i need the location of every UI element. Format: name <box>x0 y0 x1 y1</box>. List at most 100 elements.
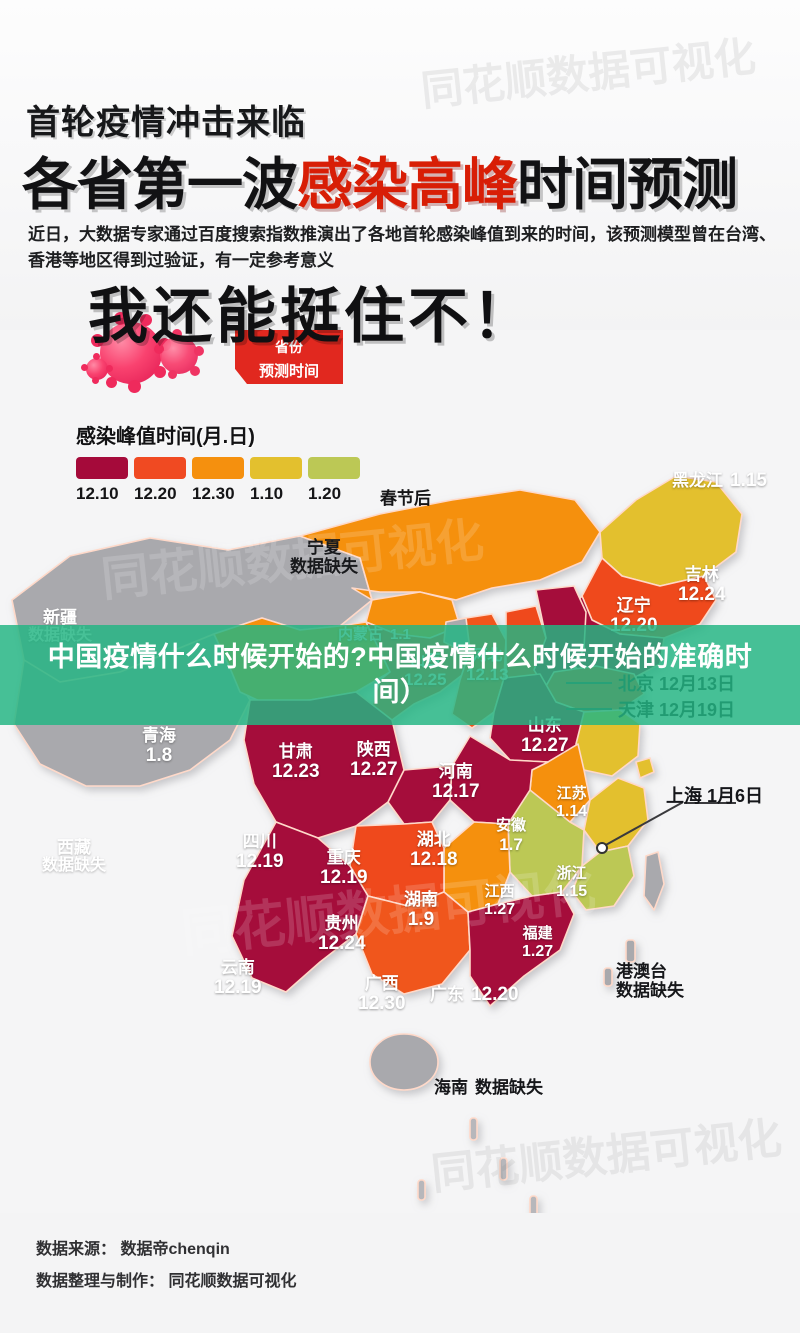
label-name: 西藏 <box>57 838 91 857</box>
map-label-yunnan: 云南 12.19 <box>214 958 262 998</box>
label-value: 1.7 <box>499 834 523 854</box>
label-value: 1.27 <box>484 900 516 918</box>
label-name: 贵州 <box>324 914 359 933</box>
label-name: 广西 <box>364 974 399 993</box>
label-name: 辽宁 <box>616 596 651 615</box>
label-value: 12.20 <box>471 984 519 1005</box>
label-name: 新疆 <box>43 608 77 627</box>
legend-label-2: 12.30 <box>192 484 235 503</box>
map-label-guangdong: 广东 12.20 <box>430 984 519 1005</box>
legend-swatch-3 <box>250 457 302 479</box>
legend-swatches <box>76 457 431 479</box>
label-value: 数据缺失 <box>42 857 107 875</box>
label-value: 12.24 <box>678 584 726 606</box>
region-taiwan <box>643 851 665 911</box>
deck-paragraph: 近日，大数据专家通过百度搜索指数推演出了各地首轮感染峰值到来的时间，该预测模型曾… <box>28 225 776 270</box>
label-name: 云南 <box>220 958 255 977</box>
label-value: 数据缺失 <box>475 1078 543 1097</box>
legend-label-1: 12.20 <box>134 484 177 503</box>
label-value: 12.27 <box>350 759 398 781</box>
legend-swatch-0 <box>76 457 128 479</box>
label-value: 12.17 <box>432 781 480 803</box>
label-name: 重庆 <box>326 848 361 867</box>
label-value: 数据缺失 <box>616 981 684 1001</box>
badge-line-1: 省份 <box>275 339 303 355</box>
label-name: 甘肃 <box>278 742 313 761</box>
callout-value: 1月6日 <box>707 786 764 806</box>
label-value: 12.19 <box>320 867 368 889</box>
map-label-gansu: 甘肃 12.23 <box>272 742 320 782</box>
kicker-text: 首轮疫情冲击来临 <box>26 104 306 142</box>
label-value: 12.24 <box>318 933 366 955</box>
map-label-ningxia: 宁夏 数据缺失 <box>290 538 358 576</box>
label-value: 1.15 <box>556 882 588 900</box>
label-value: 12.27 <box>521 735 569 757</box>
label-name: 福建 <box>522 925 553 942</box>
map-label-jilin: 吉林 12.24 <box>678 565 726 605</box>
title-highlight: 感染高峰 <box>297 153 518 216</box>
region-guangxi <box>355 891 471 995</box>
map-label-tibet: 西藏 数据缺失 <box>42 838 106 875</box>
map-label-hubei: 湖北 12.18 <box>410 830 458 870</box>
label-name: 浙江 <box>556 865 587 882</box>
legend-label-after: 春节后 <box>380 489 431 508</box>
title-part-2: 时间预测 <box>517 153 738 216</box>
map-label-hk-macau-taiwan: 港澳台 数据缺失 <box>616 962 684 1000</box>
south-sea-dash-1 <box>469 1117 478 1141</box>
callout-shanghai: 上海 1月6日 <box>666 782 763 808</box>
label-name: 黑龙江 <box>672 471 723 490</box>
legend-badge: 省份 预测时间 <box>235 330 343 384</box>
label-value: 1.9 <box>407 909 435 931</box>
label-value: 12.19 <box>214 977 262 999</box>
legend-label-0: 12.10 <box>76 484 119 503</box>
map-label-zhejiang: 浙江 1.15 <box>556 865 588 901</box>
label-name: 安徽 <box>496 817 527 834</box>
label-name: 宁夏 <box>307 538 341 557</box>
label-name: 河南 <box>438 762 473 781</box>
south-sea-dash-4 <box>417 1179 426 1201</box>
label-value: 1.27 <box>522 942 554 960</box>
header: 首轮疫情冲击来临 各省第一波感染高峰时间预测 近日，大数据专家通过百度搜索指数推… <box>0 0 800 330</box>
footer-source: 数据来源： 数据帝chenqin <box>36 1241 230 1258</box>
region-yunnan <box>231 821 369 993</box>
callout-name: 上海 <box>666 786 702 806</box>
map-label-shaanxi: 陕西 12.27 <box>350 740 398 780</box>
map-label-anhui: 安徽 1.7 <box>496 817 527 854</box>
region-macau <box>603 967 613 987</box>
region-inner-mongolia <box>299 489 601 601</box>
legend-swatch-1 <box>134 457 186 479</box>
legend-swatch-2 <box>192 457 244 479</box>
label-name: 广东 <box>430 985 464 1004</box>
map-label-chongqing: 重庆 12.19 <box>320 848 368 888</box>
footer: 数据来源： 数据帝chenqin 数据整理与制作： 同花顺数据可视化 <box>0 1213 800 1333</box>
legend: 感染峰值时间(月.日) 12.10 12.20 12.30 1.10 1.20 … <box>76 420 431 509</box>
label-name: 海南 <box>434 1078 468 1097</box>
region-zhejiang <box>583 777 649 853</box>
label-value: 12.19 <box>236 851 284 873</box>
region-hongkong <box>625 939 636 963</box>
map-label-jiangsu: 江苏 1.14 <box>556 785 587 821</box>
slogan-text: 我还能挺住不！ <box>88 283 536 350</box>
map-label-heilongjiang: 黑龙江 1.15 <box>672 470 767 491</box>
label-name: 青海 <box>142 726 176 745</box>
label-name: 四川 <box>242 832 277 851</box>
legend-swatch-4 <box>308 457 360 479</box>
south-sea-dash-2 <box>499 1157 508 1181</box>
legend-title: 感染峰值时间(月.日) <box>76 426 255 448</box>
overlay-banner-text: 中国疫情什么时候开始的?中国疫情什么时候开始的准确时间） <box>47 642 753 707</box>
region-shanghai <box>635 757 655 779</box>
title-part-1: 各省第一波 <box>22 153 298 216</box>
virus-icon-medium <box>154 329 204 379</box>
label-value: 12.18 <box>410 849 458 871</box>
overlay-banner: 中国疫情什么时候开始的?中国疫情什么时候开始的准确时间） <box>0 625 800 725</box>
map-label-hainan: 海南 数据缺失 <box>434 1078 543 1098</box>
legend-labels: 12.10 12.20 12.30 1.10 1.20 春节后 <box>76 484 431 509</box>
label-value: 12.30 <box>358 993 406 1015</box>
legend-label-4: 1.20 <box>308 484 342 503</box>
label-name: 港澳台 <box>616 962 667 981</box>
label-name: 江苏 <box>556 785 587 802</box>
footer-credit: 数据整理与制作： 同花顺数据可视化 <box>36 1273 297 1290</box>
label-name: 陕西 <box>356 740 391 759</box>
label-name: 湖南 <box>404 890 438 909</box>
